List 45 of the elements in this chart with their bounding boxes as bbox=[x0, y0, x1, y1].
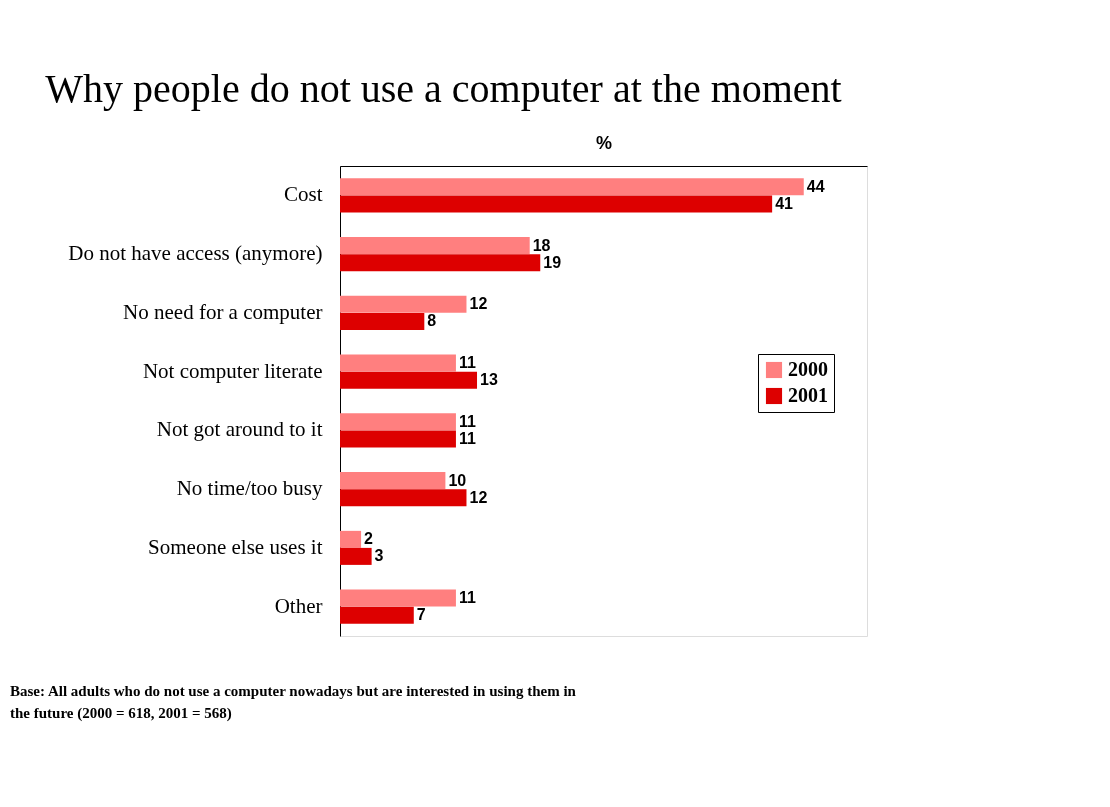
bar bbox=[340, 606, 414, 624]
bar bbox=[340, 195, 773, 213]
y-tick-label: Cost bbox=[283, 182, 323, 207]
y-tick-label: No need for a computer bbox=[123, 299, 323, 324]
y-tick-label: Do not have access (anymore) bbox=[68, 241, 323, 266]
chart-title: Why people do not use a computer at the moment bbox=[45, 66, 842, 111]
bar bbox=[340, 178, 804, 196]
bar bbox=[340, 254, 541, 272]
data-label: 11 bbox=[458, 429, 476, 447]
bar bbox=[340, 547, 372, 565]
data-label: 10 bbox=[448, 471, 467, 489]
data-label: 2 bbox=[364, 530, 374, 548]
data-label: 18 bbox=[532, 236, 551, 254]
bar bbox=[340, 589, 456, 607]
data-label: 19 bbox=[543, 253, 562, 271]
x-axis-title: % bbox=[595, 132, 613, 153]
bar bbox=[340, 354, 456, 372]
data-label: 11 bbox=[458, 412, 476, 430]
data-label: 11 bbox=[458, 589, 476, 607]
y-tick-label: Other bbox=[274, 593, 323, 618]
bar bbox=[340, 413, 456, 431]
data-label: 41 bbox=[775, 194, 794, 212]
data-label: 7 bbox=[416, 606, 426, 624]
data-label: 12 bbox=[469, 488, 488, 506]
data-label: 3 bbox=[374, 547, 384, 565]
legend-label: 2000 bbox=[788, 358, 828, 380]
data-label: 44 bbox=[806, 177, 825, 195]
bar bbox=[340, 489, 467, 507]
bar bbox=[340, 371, 478, 389]
data-label: 13 bbox=[480, 371, 498, 389]
y-tick-label: Not got around to it bbox=[156, 417, 323, 442]
bar bbox=[340, 295, 467, 313]
data-label: 12 bbox=[469, 295, 488, 313]
y-tick-label: No time/too busy bbox=[176, 476, 323, 501]
data-label: 11 bbox=[458, 354, 476, 372]
text: Base: All adults who do not use a computer nowadays but are interested in using them in the future (2000 = 618, 2001 = 568) bbox=[10, 683, 577, 722]
y-tick-label: Not computer literate bbox=[142, 358, 323, 383]
bar bbox=[340, 530, 362, 548]
bar bbox=[340, 237, 530, 255]
y-tick-label: Someone else uses it bbox=[148, 534, 323, 559]
bar bbox=[340, 312, 425, 330]
bar bbox=[340, 472, 446, 490]
bar bbox=[340, 430, 456, 448]
legend-label: 2001 bbox=[788, 384, 828, 406]
data-label: 8 bbox=[427, 312, 437, 330]
